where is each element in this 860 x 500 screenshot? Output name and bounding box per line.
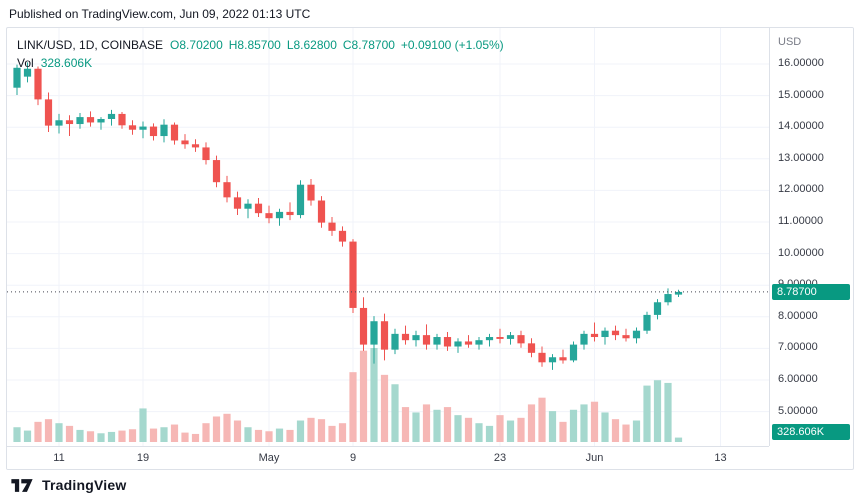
price-tick-label: 14.00000 [778,120,824,133]
volume-layer [13,348,683,442]
time-tick-label: 11 [53,452,65,464]
volume-badge: 328.606K [772,424,850,440]
price-scale[interactable]: USD 16.00000 15.00000 14.00000 13.00000 12.0… [769,28,853,446]
price-tick-label: 7.00000 [778,341,818,354]
time-tick-label: 19 [136,452,150,464]
time-tick-label: May [258,452,280,464]
time-tick-label: 9 [349,452,357,464]
currency-label: USD [778,36,802,48]
low-value: L8.62800 [286,38,337,52]
published-bar: Published on TradingView.com, Jun 09, 20… [0,0,860,27]
change-value: +0.09100 (+1.05%) [400,38,504,52]
time-tick-label: Jun [585,452,604,464]
price-tick-label: 10.00000 [778,246,824,259]
price-tick-label: 8.00000 [778,309,818,322]
price-tick-label: 6.00000 [778,373,818,385]
volume-label: Vol [17,56,34,70]
footer: TradingView [0,470,860,500]
time-tick-label: 23 [493,452,507,464]
open-value: O8.70200 [170,38,223,52]
price-tick-label: 12.00000 [778,183,824,196]
chart-plot-area[interactable] [7,28,769,446]
chart-legend: LINK/USD, 1D, COINBASE O8.70200 H8.85700 L8… [17,38,510,52]
last-price-badge: 8.78700 [772,283,850,300]
published-text: Published on TradingView.com, Jun 09, 20… [9,7,311,21]
tradingview-logo-icon[interactable] [9,477,35,494]
price-tick-label: 13.00000 [778,151,824,164]
close-value: C8.78700 [342,38,395,52]
chart-frame: LINK/USD, 1D, COINBASE O8.70200 H8.85700 L8… [6,27,854,470]
candlestick-chart[interactable] [7,28,769,446]
price-tick-label: 16.00000 [778,57,824,69]
time-tick-label: 13 [714,452,727,464]
time-axis[interactable]: 11 19 May 9 23 Jun 13 [7,446,769,469]
price-tick-label: 15.00000 [778,88,824,101]
grid-layer [7,28,769,446]
high-value: H8.85700 [228,38,281,52]
volume-legend: Vol 328.606K [17,56,98,70]
candles-layer [13,62,683,370]
symbol-title[interactable]: LINK/USD, 1D, COINBASE [17,38,164,52]
price-tick-label: 11.00000 [778,215,824,227]
brand-name[interactable]: TradingView [42,477,127,493]
volume-value: 328.606K [40,56,93,70]
price-tick-label: 5.00000 [778,404,818,417]
